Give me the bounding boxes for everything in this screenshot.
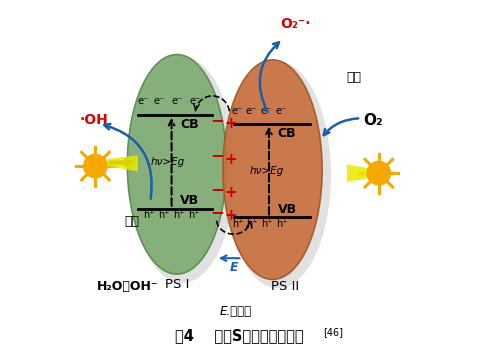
Text: 还原: 还原	[346, 71, 361, 84]
Text: VB: VB	[181, 194, 200, 207]
Text: h⁺: h⁺	[143, 210, 154, 220]
Text: h⁺: h⁺	[261, 219, 272, 229]
Text: VB: VB	[278, 203, 297, 216]
Text: h⁺: h⁺	[158, 210, 170, 220]
Text: +: +	[225, 208, 238, 223]
Text: h⁺: h⁺	[275, 219, 287, 229]
Polygon shape	[107, 156, 138, 171]
Text: e⁻: e⁻	[171, 96, 183, 106]
Text: E.电场。: E.电场。	[219, 305, 251, 318]
Text: e⁻: e⁻	[261, 106, 272, 116]
Circle shape	[367, 161, 391, 185]
Polygon shape	[347, 164, 378, 182]
Text: −: −	[210, 180, 224, 198]
Text: +: +	[225, 151, 238, 166]
Text: h⁺: h⁺	[173, 210, 185, 220]
Text: PS II: PS II	[271, 280, 299, 293]
Text: CB: CB	[278, 127, 296, 140]
Text: +: +	[225, 116, 238, 131]
Text: 图4    新型S型光催化异质结: 图4 新型S型光催化异质结	[175, 329, 303, 344]
Text: −: −	[210, 111, 224, 129]
Text: e⁻: e⁻	[189, 96, 200, 106]
Text: 氧化: 氧化	[124, 215, 139, 227]
Text: e⁻: e⁻	[232, 106, 243, 116]
Circle shape	[84, 155, 107, 178]
Text: h⁺: h⁺	[247, 219, 258, 229]
Text: e⁻: e⁻	[246, 106, 257, 116]
Text: O₂: O₂	[363, 112, 383, 127]
Text: H₂O、OH⁻: H₂O、OH⁻	[96, 280, 158, 293]
Text: +: +	[225, 185, 238, 200]
Text: O₂⁻·: O₂⁻·	[280, 17, 311, 31]
Ellipse shape	[225, 62, 331, 288]
Text: E: E	[230, 261, 238, 274]
Text: PS I: PS I	[165, 278, 189, 291]
Ellipse shape	[223, 60, 322, 280]
Text: ·OH: ·OH	[80, 113, 109, 127]
Text: CB: CB	[181, 118, 199, 131]
Text: h⁺: h⁺	[188, 210, 199, 220]
Ellipse shape	[129, 56, 236, 283]
Text: e⁻: e⁻	[154, 96, 165, 106]
Text: e⁻: e⁻	[138, 96, 149, 106]
Text: e⁻: e⁻	[276, 106, 287, 116]
Ellipse shape	[127, 55, 227, 274]
Text: hν>Eg: hν>Eg	[250, 166, 284, 176]
Text: hν>Eg: hν>Eg	[151, 157, 185, 167]
Text: h⁺: h⁺	[233, 219, 244, 229]
Text: −: −	[210, 203, 224, 221]
Text: −: −	[210, 146, 224, 165]
Text: [46]: [46]	[323, 328, 343, 338]
